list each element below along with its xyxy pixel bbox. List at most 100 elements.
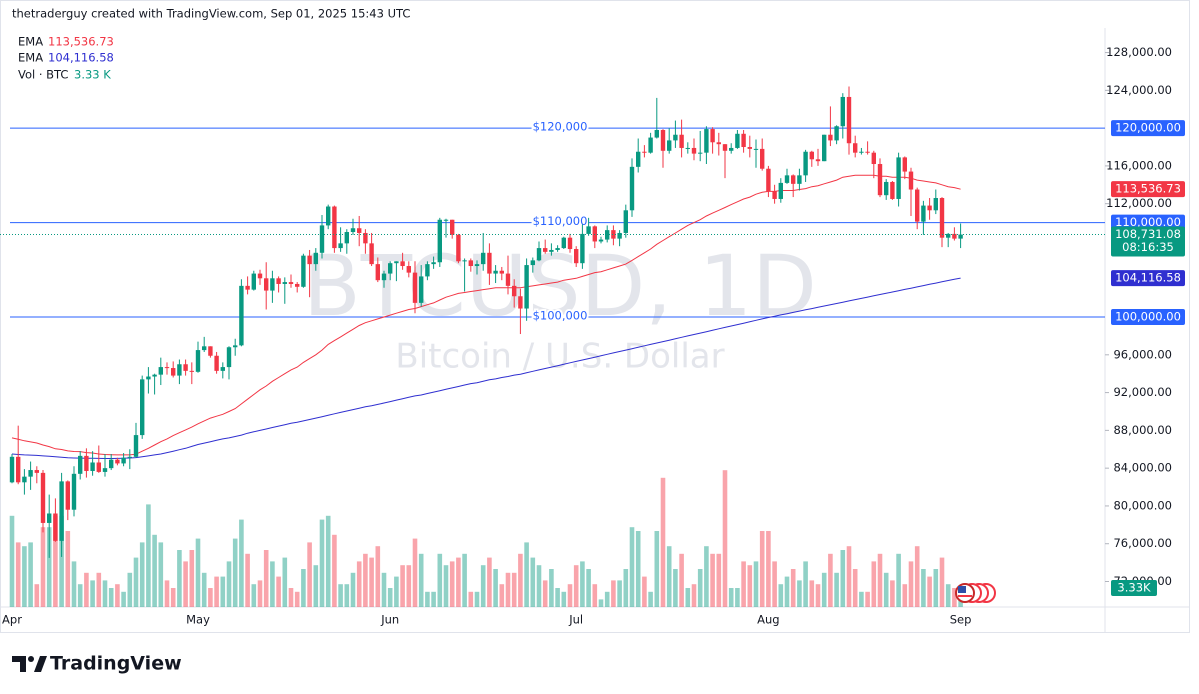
x-tick-label: Aug [757,613,779,627]
candle-body [332,206,337,249]
candle-body [487,252,492,274]
volume-bar [77,584,83,607]
volume-bar [412,538,418,607]
y-tick-label: 116,000.00 [1106,158,1172,172]
brand-name: TradingView [50,653,182,675]
volume-bar [518,553,523,607]
volume-bar [722,470,728,607]
volume-bar [220,576,226,607]
volume-bar [840,550,846,607]
volume-bar [896,553,901,607]
candle-body [96,462,101,472]
volume-bar [22,546,27,607]
volume-bar [127,572,133,607]
volume-bar [46,527,52,607]
candle-body [474,264,480,267]
candle-body [592,226,597,242]
volume-bar [71,561,77,607]
candle-body [28,470,33,477]
volume-bar [890,580,895,607]
legend-value: 113,536.73 [48,35,114,49]
volume-bar [530,557,536,607]
horizontal-line-label: $110,000 [533,214,588,228]
candle-body [102,468,108,472]
volume-bar [511,572,517,607]
volume-bar [189,550,195,607]
candle-body [468,260,473,267]
candle-body [586,226,591,234]
candle-body [753,148,759,150]
candle-body [152,374,157,377]
volume-bar [257,580,263,607]
volume-pane [9,470,963,607]
hline-tag: 110,000.00 [1115,215,1181,229]
volume-bar [462,553,467,607]
candle-body [722,144,728,151]
hline-tag-box [1111,309,1185,326]
candle-body [877,164,883,196]
candle-body [71,473,77,510]
candle-body [840,96,845,127]
candle-body [853,143,858,153]
candle-body [729,147,734,151]
volume-bar [251,584,257,607]
legend-label: Vol · BTC [18,68,68,82]
volume-bar [59,515,64,607]
candle-body [518,296,523,309]
candle-body [822,134,827,162]
candle-body [40,472,46,523]
candle-body [9,456,15,483]
volume-bar [208,588,213,607]
candle-body [512,285,517,297]
volume-bar [542,580,548,607]
candle-body [208,346,213,356]
candle-body [47,513,52,523]
ema-tag-box [1111,270,1185,287]
ema-tag: 113,536.73 [1115,182,1181,196]
candle-body [902,157,907,172]
volume-bar [65,531,71,607]
candle-body [171,368,176,376]
volume-bar [474,591,480,607]
candle-body [344,232,349,244]
candle-body [772,191,777,199]
volume-bar [375,546,381,607]
volume-bar [865,591,870,607]
ema-tag: 104,116.58 [1115,271,1181,285]
volume-bar [431,591,436,607]
candle-body [295,283,300,287]
volume-bar [449,561,455,607]
candle-body [220,367,225,371]
candle-body [493,270,498,274]
candle-body [350,228,356,233]
author-line: thetraderguy created with TradingView.co… [12,7,410,21]
volume-bar [325,515,331,607]
volume-bar [852,569,858,607]
candle-body [481,252,486,265]
last-price-tag: 108,731.08 [1115,227,1181,241]
brand-logo: TradingView [12,653,182,675]
horizontal-line-label: $120,000 [533,120,588,134]
candle-body [636,151,641,167]
volume-bar [96,572,102,607]
volume-bar [437,553,443,607]
candle-body [264,278,269,291]
volume-bar [133,557,139,607]
x-tick-label: Jun [380,613,399,627]
volume-bar [685,588,691,607]
candle-body [933,198,938,211]
candle-body [146,376,151,380]
volume-bar [158,542,164,607]
volume-bar [313,565,319,607]
volume-bar [34,584,40,607]
candle-body [189,370,194,372]
volume-bar [623,569,629,607]
volume-bar [139,542,145,607]
volume-bar [28,542,33,607]
y-tick-label: 112,000.00 [1106,196,1172,210]
volume-bar [834,572,839,607]
volume-bar [239,519,244,607]
candle-body [654,130,659,138]
y-tick-label: 96,000.00 [1113,347,1172,361]
candle-body [499,270,504,274]
